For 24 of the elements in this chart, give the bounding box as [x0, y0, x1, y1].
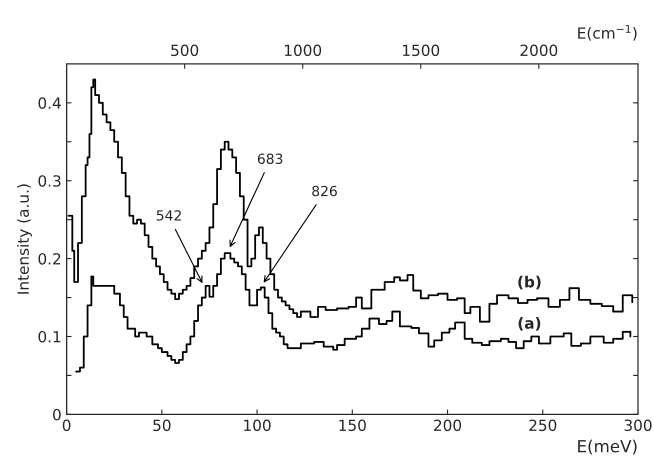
annotation: 542: [156, 210, 181, 221]
y-tick-label: 0: [53, 408, 61, 420]
x-tick-label: 250: [529, 420, 556, 432]
x-tick-label: 200: [434, 420, 462, 432]
x-tick-label: 300: [624, 420, 652, 432]
x-tick-label: 150: [339, 420, 366, 432]
y-tick-label: 0.2: [38, 253, 60, 265]
x-tick-label: 0: [62, 420, 70, 432]
y-tick-label: 0.1: [38, 330, 60, 343]
annotation: 826: [312, 186, 337, 196]
x2-tick-label: 500: [171, 44, 198, 56]
series-label: (a): [518, 317, 540, 331]
annotation: 683: [258, 154, 282, 164]
x-tick-label: 50: [153, 420, 171, 432]
series-label: (b): [518, 276, 541, 290]
y-tick-label: 0.4: [38, 97, 61, 109]
x-tick-label: 100: [244, 420, 271, 432]
x2-axis-title: E(cm$^{−1}$): [578, 24, 637, 41]
y-tick-label: 0.3: [38, 175, 61, 187]
y-axis-title: Intensity (a.u.): [17, 184, 32, 294]
x-axis-title: E(meV): [578, 440, 637, 454]
x2-tick-label: 1500: [403, 44, 440, 56]
x2-tick-label: 2000: [520, 44, 558, 56]
x2-tick-label: 1000: [284, 44, 322, 56]
